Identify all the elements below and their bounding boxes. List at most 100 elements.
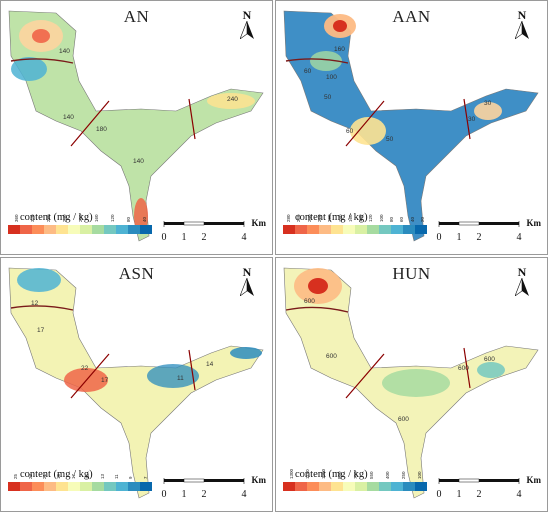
- legend-swatch: [355, 482, 367, 491]
- north-label: N: [242, 8, 252, 22]
- legend-swatch: [80, 225, 92, 234]
- boundary-line: [285, 58, 349, 64]
- legend-swatch: [403, 482, 415, 491]
- hotspot: [350, 117, 386, 145]
- contour-label: 11: [177, 375, 184, 382]
- low-zone: [477, 362, 505, 378]
- legend-swatch: [128, 225, 140, 234]
- legend-swatch: [20, 482, 32, 491]
- scale-bar: Km 0 1 2 4: [431, 475, 542, 505]
- legend-ticks: 1300 1150 1000 850 700 550 400 250 100: [283, 469, 427, 501]
- scale-label: 1: [181, 232, 187, 243]
- scale-bar: Km 0 1 2 4: [431, 218, 542, 248]
- north-label: N: [517, 265, 527, 279]
- legend-tick-label: 220: [317, 214, 322, 222]
- section-line: [463, 98, 471, 140]
- legend-tick-label: 250: [401, 471, 406, 479]
- legend-swatch: [140, 482, 152, 491]
- legend-swatch: [44, 225, 56, 234]
- water-body: [283, 10, 539, 242]
- panel-asn: 12 17 22 17 11 14 ASN N content (mg / kg…: [0, 257, 273, 512]
- legend-swatch: [415, 225, 427, 234]
- legend-tick-label: 850: [337, 471, 342, 479]
- legend-swatch: [20, 225, 32, 234]
- scale-bar: Km 0 1 2 4: [156, 218, 267, 248]
- map-an: 140 140 180 140 240: [8, 10, 264, 242]
- panel-hun: 600 600 600 600 600 HUN N content (mg / …: [275, 257, 548, 512]
- contour-label: 600: [484, 356, 495, 363]
- river-shape: [8, 267, 264, 499]
- low-zone: [11, 57, 47, 81]
- contour-label: 600: [326, 353, 337, 360]
- legend-tick-label: 11: [114, 474, 119, 479]
- low-zone: [230, 347, 262, 359]
- legend: content (mg / kg) 1300 1150 1000 850 700 550 4…: [283, 469, 427, 501]
- north-arrow-icon: [239, 277, 254, 297]
- north-label: N: [242, 265, 252, 279]
- legend-tick-label: 700: [353, 471, 358, 479]
- legend-swatch: [367, 482, 379, 491]
- legend-swatch: [391, 482, 403, 491]
- scale-label: 1: [181, 489, 187, 500]
- legend-tick-label: 200: [78, 214, 83, 222]
- legend-swatch: [56, 482, 68, 491]
- legend-swatch: [116, 482, 128, 491]
- contour-label: 140: [133, 158, 144, 165]
- contour-label: 50: [386, 136, 394, 143]
- legend-swatch: [379, 482, 391, 491]
- legend-tick-label: 140: [358, 214, 364, 222]
- legend-swatch: [80, 482, 92, 491]
- legend-tick-label: 40: [142, 216, 147, 222]
- contour-label: 30: [468, 116, 476, 123]
- legend-swatch: [283, 482, 295, 491]
- legend-tick-label: 180: [337, 214, 343, 222]
- hotspot-core: [333, 20, 347, 32]
- legend-tick-label: 320: [30, 214, 35, 222]
- legend-swatch: [68, 482, 80, 491]
- legend-swatch: [128, 482, 140, 491]
- panel-aan: 160 100 60 60 50 50 30 30 AAN N content …: [275, 0, 548, 255]
- north-arrow-icon: [239, 20, 254, 40]
- legend-tick-label: 23: [27, 473, 33, 479]
- scale-bar-graphic: [163, 478, 245, 484]
- contour-label: 140: [59, 48, 70, 55]
- legend-swatch: [307, 482, 319, 491]
- water-body: [8, 267, 264, 499]
- contour-label: 17: [37, 327, 45, 334]
- north-arrow-icon: [514, 20, 529, 40]
- legend-swatch: [104, 482, 116, 491]
- legend-tick-label: 9: [128, 476, 134, 479]
- contour-label: 22: [81, 365, 89, 372]
- contour-label: 60: [346, 128, 354, 135]
- legend-swatch: [319, 225, 331, 234]
- map-asn: 12 17 22 17 11 14: [8, 267, 264, 499]
- legend-ticks: 360 320 280 240 200 160 120 80 40: [8, 214, 152, 244]
- legend-tick-label: 120: [110, 214, 115, 222]
- contour-label: 14: [206, 361, 214, 368]
- north-label: N: [517, 8, 527, 22]
- hotspot-core: [32, 29, 50, 43]
- legend-swatch: [307, 225, 319, 234]
- scale-bar-graphic: [438, 478, 520, 484]
- legend-tick-label: 280: [46, 214, 51, 222]
- legend-ticks: 280 260 240 220 200 180 160 140 120 100 80 60 40 20: [283, 214, 427, 244]
- legend-tick-label: 100: [378, 214, 384, 222]
- legend-tick-label: 80: [389, 216, 394, 222]
- contour-labels: 600 600 600 600 600: [304, 298, 495, 423]
- water-body: [8, 10, 264, 242]
- legend-tick-label: 25: [13, 473, 19, 479]
- legend-colorbar: [8, 482, 152, 491]
- scale-label: 2: [476, 489, 482, 500]
- scale-label: 4: [516, 232, 522, 243]
- north-arrow: N: [236, 266, 258, 301]
- legend-title: content (mg / kg): [20, 469, 93, 480]
- north-arrow-icon: [514, 277, 529, 297]
- scale-label: 0: [436, 232, 442, 243]
- legend-swatch: [295, 225, 307, 234]
- contour-labels: 160 100 60 60 50 50 30 30: [304, 46, 492, 143]
- legend-swatch: [355, 225, 367, 234]
- legend-swatch: [8, 225, 20, 234]
- scale-unit: Km: [251, 218, 267, 228]
- north-arrow: N: [511, 9, 533, 44]
- legend-swatch: [68, 225, 80, 234]
